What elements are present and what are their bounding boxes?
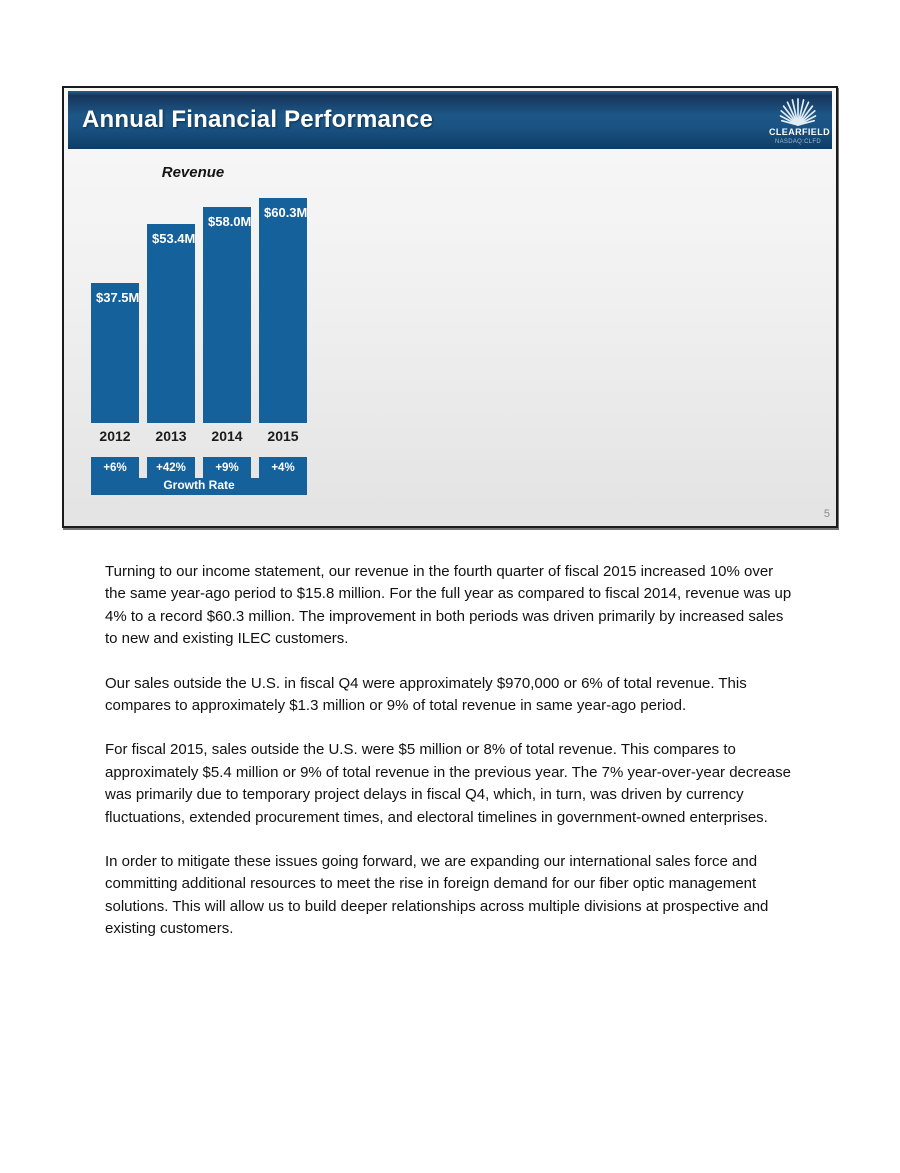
paragraph: In order to mitigate these issues going …	[105, 853, 769, 938]
chart-title: Revenue	[161, 164, 225, 181]
logo-company-name: CLEARFIELD	[769, 127, 830, 137]
paragraph: Turning to our income statement, our rev…	[105, 563, 792, 648]
bar-value-label: $60.3M	[264, 205, 307, 220]
bar-group: $37.5M $53.4M $58.0M $60.3M	[91, 88, 307, 423]
slide-annual-financial-performance: Annual Financial Performance	[62, 86, 838, 528]
year-tick-label: 2014	[211, 428, 243, 444]
year-axis: 2012 2013 2014 2015	[91, 428, 307, 444]
bar-2012: $37.5M	[91, 283, 139, 423]
year-tick-label: 2013	[155, 428, 187, 444]
paragraph: For fiscal 2015, sales outside the U.S. …	[105, 741, 791, 826]
bar-value-label: $53.4M	[152, 231, 195, 246]
bar-2014: $58.0M	[203, 207, 251, 423]
growth-rate-2015: +4%	[259, 457, 307, 478]
growth-rate-2012: +6%	[91, 457, 139, 478]
slide-header: Annual Financial Performance	[68, 91, 832, 149]
growth-rate-2013: +42%	[147, 457, 195, 478]
bar-2015: $60.3M	[259, 198, 307, 423]
bar-value-label: $58.0M	[208, 214, 251, 229]
growth-cells: +6% +42% +9% +4%	[91, 457, 307, 478]
bar-2013: $53.4M	[147, 224, 195, 423]
fan-shell-icon	[779, 98, 817, 126]
growth-rate-2014: +9%	[203, 457, 251, 478]
slide-page-number: 5	[823, 508, 830, 520]
growth-band: +6% +42% +9% +4% Growth Rate	[91, 457, 307, 495]
paragraph: Our sales outside the U.S. in fiscal Q4 …	[105, 674, 747, 715]
transcript-text: Turning to our income statement, our rev…	[105, 561, 797, 963]
bar-value-label: $37.5M	[96, 290, 139, 305]
logo-ticker: NASDAQ:CLFD	[775, 139, 821, 145]
year-tick-label: 2015	[267, 428, 299, 444]
slide-title: Annual Financial Performance	[82, 106, 434, 133]
year-tick-label: 2012	[99, 428, 131, 444]
clearfield-logo: CLEARFIELD NASDAQ:CLFD	[769, 93, 830, 145]
growth-rate-label: Growth Rate	[91, 478, 307, 495]
